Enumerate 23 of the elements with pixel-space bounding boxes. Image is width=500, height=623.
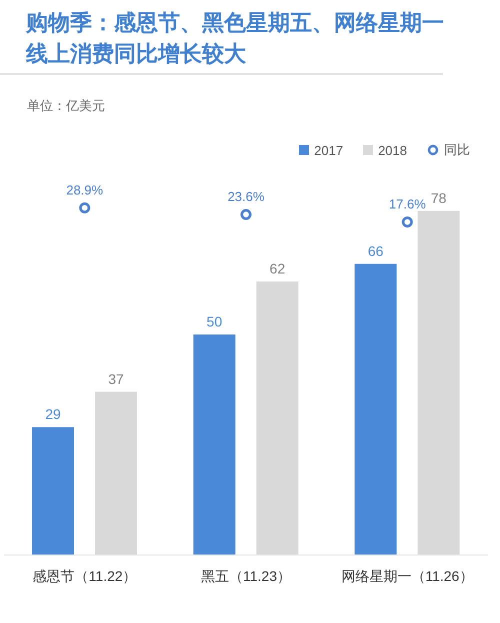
- bar: [256, 282, 298, 555]
- data-label: 29: [45, 406, 61, 422]
- x-tick-label: 网络星期一（11.26）: [341, 568, 474, 584]
- data-label: 23.6%: [228, 188, 265, 204]
- data-label: 78: [430, 190, 447, 206]
- data-label: 66: [368, 242, 384, 259]
- x-tick-label: 感恩节（11.22）: [32, 568, 137, 584]
- bar: [354, 264, 397, 555]
- bar: [32, 427, 74, 555]
- chart-title: 购物季：感恩节、黑色星期五、网络星期一线上消费同比增长较大: [26, 9, 445, 69]
- data-label: 50: [206, 313, 222, 330]
- data-label: 62: [270, 260, 286, 277]
- data-label: 37: [108, 370, 124, 387]
- legend-label: 2017: [314, 142, 344, 158]
- data-label: 28.9%: [66, 182, 104, 198]
- x-tick-label: 黑五（11.23）: [201, 568, 291, 584]
- text: 单位：亿美元: [27, 97, 105, 115]
- legend-label: 2018: [378, 142, 407, 158]
- legend-label: 同比: [444, 141, 470, 159]
- bar: [95, 392, 137, 555]
- bar: [193, 334, 236, 555]
- data-label: 17.6%: [388, 196, 426, 212]
- bar: [418, 210, 460, 555]
